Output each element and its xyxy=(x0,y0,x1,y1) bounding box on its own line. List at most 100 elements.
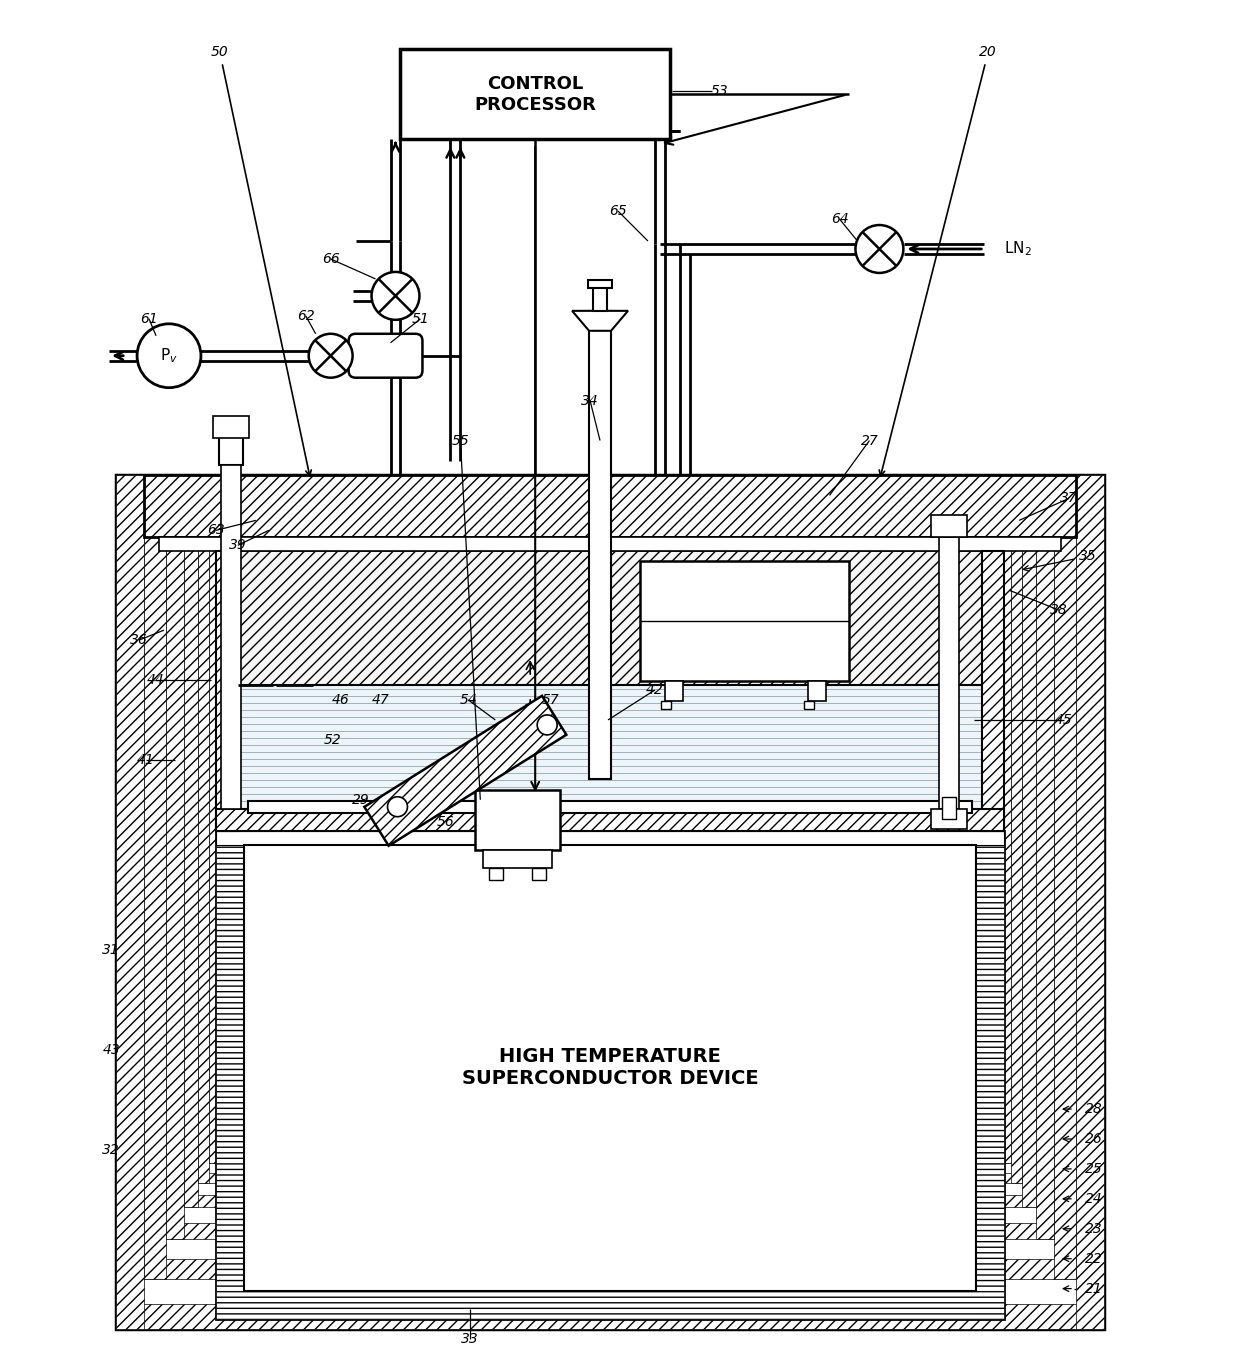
Bar xyxy=(144,475,166,1278)
Polygon shape xyxy=(365,696,567,845)
Bar xyxy=(589,311,611,778)
Bar xyxy=(939,537,960,808)
Circle shape xyxy=(856,225,904,273)
Text: 46: 46 xyxy=(332,693,350,707)
Text: 51: 51 xyxy=(412,312,429,326)
Text: 32: 32 xyxy=(102,1143,120,1156)
Text: 45: 45 xyxy=(1055,712,1073,727)
Bar xyxy=(208,475,217,1163)
Bar xyxy=(931,808,967,829)
Text: 52: 52 xyxy=(324,733,341,747)
Text: 50: 50 xyxy=(211,45,311,475)
Text: 21: 21 xyxy=(1085,1282,1102,1296)
Bar xyxy=(475,789,560,849)
Text: 25: 25 xyxy=(1085,1162,1102,1175)
Bar xyxy=(216,1291,1004,1318)
Bar xyxy=(216,830,1004,1318)
Circle shape xyxy=(372,271,419,319)
Bar xyxy=(117,475,1104,1329)
Text: 22: 22 xyxy=(1085,1252,1102,1266)
Bar xyxy=(213,415,249,437)
Bar xyxy=(640,562,849,681)
Text: 23: 23 xyxy=(1085,1222,1102,1236)
Bar xyxy=(198,475,208,1182)
Text: 65: 65 xyxy=(609,204,627,218)
Bar xyxy=(184,1195,1037,1207)
Bar xyxy=(665,681,683,701)
Text: 42: 42 xyxy=(646,684,663,697)
Bar xyxy=(942,797,956,819)
Bar xyxy=(238,685,982,808)
Circle shape xyxy=(309,334,352,378)
Polygon shape xyxy=(572,311,627,330)
Bar xyxy=(238,812,982,830)
Bar xyxy=(807,681,826,701)
Text: 35: 35 xyxy=(1023,549,1096,571)
Text: 27: 27 xyxy=(861,433,878,448)
Bar xyxy=(159,537,1061,551)
Text: 33: 33 xyxy=(461,1332,479,1345)
FancyBboxPatch shape xyxy=(348,334,423,378)
Bar xyxy=(166,475,184,1238)
Bar xyxy=(1003,475,1011,1163)
Text: CONTROL
PROCESSOR: CONTROL PROCESSOR xyxy=(474,75,596,114)
Text: 38: 38 xyxy=(1050,603,1068,616)
Text: 39: 39 xyxy=(229,538,247,552)
Bar xyxy=(401,49,670,140)
Bar xyxy=(144,1259,1076,1278)
Bar xyxy=(661,701,671,708)
Bar xyxy=(1037,475,1054,1238)
Bar xyxy=(248,800,972,812)
Bar xyxy=(588,279,613,288)
Bar xyxy=(217,475,1003,1237)
Text: 41: 41 xyxy=(138,754,155,767)
Bar xyxy=(1054,475,1076,1278)
Bar xyxy=(510,799,551,819)
Bar xyxy=(166,1223,1054,1238)
Bar xyxy=(1011,475,1022,1182)
Text: 47: 47 xyxy=(372,693,389,707)
Text: 43: 43 xyxy=(102,1043,120,1058)
Text: 62: 62 xyxy=(296,308,315,323)
Bar xyxy=(216,551,238,830)
Text: 37: 37 xyxy=(1060,492,1078,506)
Text: 56: 56 xyxy=(436,815,454,829)
Bar xyxy=(976,830,1004,1318)
Bar xyxy=(532,867,546,880)
Text: 66: 66 xyxy=(321,252,340,266)
Text: 29: 29 xyxy=(352,793,370,807)
Bar xyxy=(117,1304,1104,1329)
Bar xyxy=(216,830,244,1318)
Circle shape xyxy=(537,715,557,734)
Text: 24: 24 xyxy=(1085,1192,1102,1206)
Bar xyxy=(1076,475,1104,1329)
Bar xyxy=(221,466,241,808)
Text: 36: 36 xyxy=(130,633,148,647)
Text: 31: 31 xyxy=(102,944,120,958)
Text: P$_v$: P$_v$ xyxy=(160,347,177,364)
Text: 44: 44 xyxy=(148,673,165,686)
Text: 26: 26 xyxy=(1085,1132,1102,1145)
Bar xyxy=(244,845,976,1291)
Text: 34: 34 xyxy=(582,393,599,408)
Bar xyxy=(931,515,967,537)
Text: 54: 54 xyxy=(460,693,477,707)
Bar xyxy=(144,475,1076,537)
Bar xyxy=(216,808,1004,830)
Text: 61: 61 xyxy=(140,312,157,326)
Bar xyxy=(982,551,1004,830)
Bar xyxy=(525,799,536,819)
Text: LN$_2$: LN$_2$ xyxy=(1004,240,1032,259)
Bar xyxy=(208,1155,1011,1163)
Bar xyxy=(516,819,544,829)
Bar xyxy=(1022,475,1037,1207)
Circle shape xyxy=(388,797,408,817)
Bar xyxy=(117,475,144,1329)
Text: 55: 55 xyxy=(451,433,469,448)
Text: 20: 20 xyxy=(879,45,997,475)
Bar xyxy=(219,436,243,466)
Bar xyxy=(198,1173,1022,1182)
Bar xyxy=(184,475,198,1207)
Bar xyxy=(484,849,552,867)
Circle shape xyxy=(138,323,201,388)
